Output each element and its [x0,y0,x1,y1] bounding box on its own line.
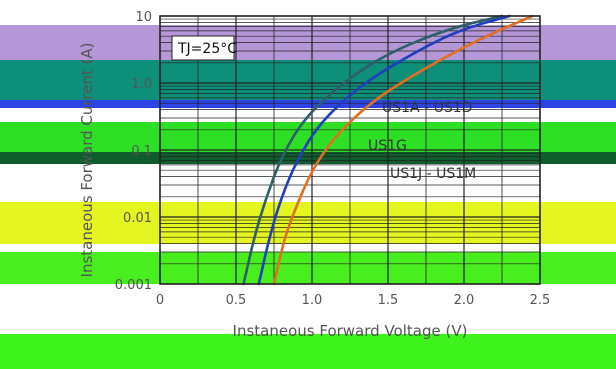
x-tick-label: 2.5 [530,293,551,308]
series-lines [242,14,534,286]
annotation-us1g: US1G [368,138,407,154]
annotation-us1j-us1m: US1J - US1M [390,166,476,182]
y-tick-label: 1.0 [131,77,152,92]
band-green-bottom [0,334,616,369]
condition-label: TJ=25°C [177,41,237,57]
x-tick-label: 2.0 [454,293,475,308]
series-line [242,14,504,286]
x-tick-label: 0.5 [226,293,247,308]
y-tick-label: 10 [135,10,152,25]
y-tick-label: 0.001 [115,278,152,293]
series-line [257,14,511,286]
band-lime [0,252,616,284]
band-darkgreen [0,152,616,164]
axes [159,15,541,285]
x-tick-label: 1.0 [302,293,323,308]
plot-frame [159,15,541,285]
condition-box [171,35,235,61]
y-tick-label: 0.01 [123,211,152,226]
y-axis-title: Instaneous Forward Current (A) [78,43,96,278]
x-tick-label: 1.5 [378,293,399,308]
band-blue [0,100,616,108]
x-tick-label: 0 [156,293,164,308]
x-axis-title: Instaneous Forward Voltage (V) [233,322,468,340]
annotation-us1a-us1d: US1A - US1D [382,100,472,116]
tick-labels: 0 0.5 1.0 1.5 2.0 2.5 0.001 0.01 0.1 1.0 10 [115,10,551,308]
y-tick-label: 0.1 [131,144,152,159]
series-line [272,14,534,286]
